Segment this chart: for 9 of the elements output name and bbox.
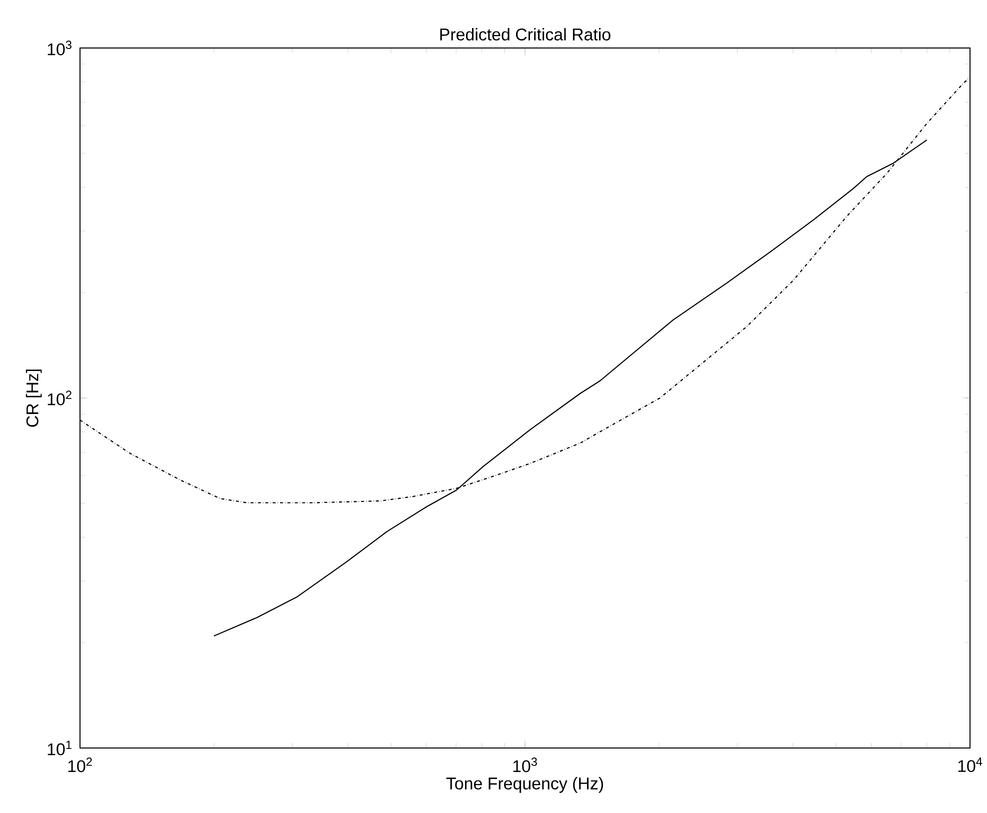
y-tick-label: 10$^{3}$ <box>48 40 72 56</box>
chart-title: Predicted Critical Ratio <box>440 28 610 40</box>
y-tick-label: 10$^{1}$ <box>48 740 72 756</box>
x-axis-title: Tone Frequency (Hz) <box>446 777 604 793</box>
x-tick-label: 10$^{3}$ <box>513 758 537 772</box>
y-axis-title: CR [Hz] <box>26 370 42 427</box>
y-tick-label: 10$^{2}$ <box>48 390 72 406</box>
x-tick-label: 10$^{2}$ <box>68 758 92 772</box>
x-tick-label: 10$^{4}$ <box>958 758 982 772</box>
